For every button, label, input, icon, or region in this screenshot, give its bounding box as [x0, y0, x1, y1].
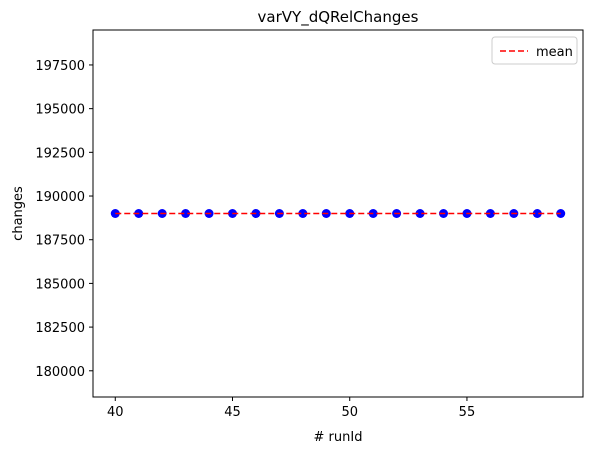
plot-area	[111, 209, 565, 218]
x-tick-label: 50	[341, 405, 358, 420]
y-tick-label: 187500	[35, 234, 85, 249]
y-tick-label: 190000	[35, 190, 85, 205]
y-tick-label: 182500	[35, 321, 85, 336]
x-tick-label: 55	[459, 405, 476, 420]
y-axis: 180000 182500 185000 187500 190000 192500 1950…	[35, 59, 93, 380]
y-tick-label: 180000	[35, 365, 85, 380]
chart-title: varVY_dQRelChanges	[258, 8, 419, 27]
x-axis-label: # runId	[314, 430, 363, 445]
x-axis: 40 45 50 55	[107, 397, 475, 420]
legend: mean	[492, 37, 577, 64]
x-tick-label: 45	[224, 405, 241, 420]
x-tick-label: 40	[107, 405, 124, 420]
y-axis-label: changes	[11, 186, 26, 241]
y-tick-label: 185000	[35, 277, 85, 292]
y-tick-label: 192500	[35, 146, 85, 161]
y-tick-label: 197500	[35, 59, 85, 74]
legend-label: mean	[536, 45, 573, 60]
y-tick-label: 195000	[35, 103, 85, 118]
